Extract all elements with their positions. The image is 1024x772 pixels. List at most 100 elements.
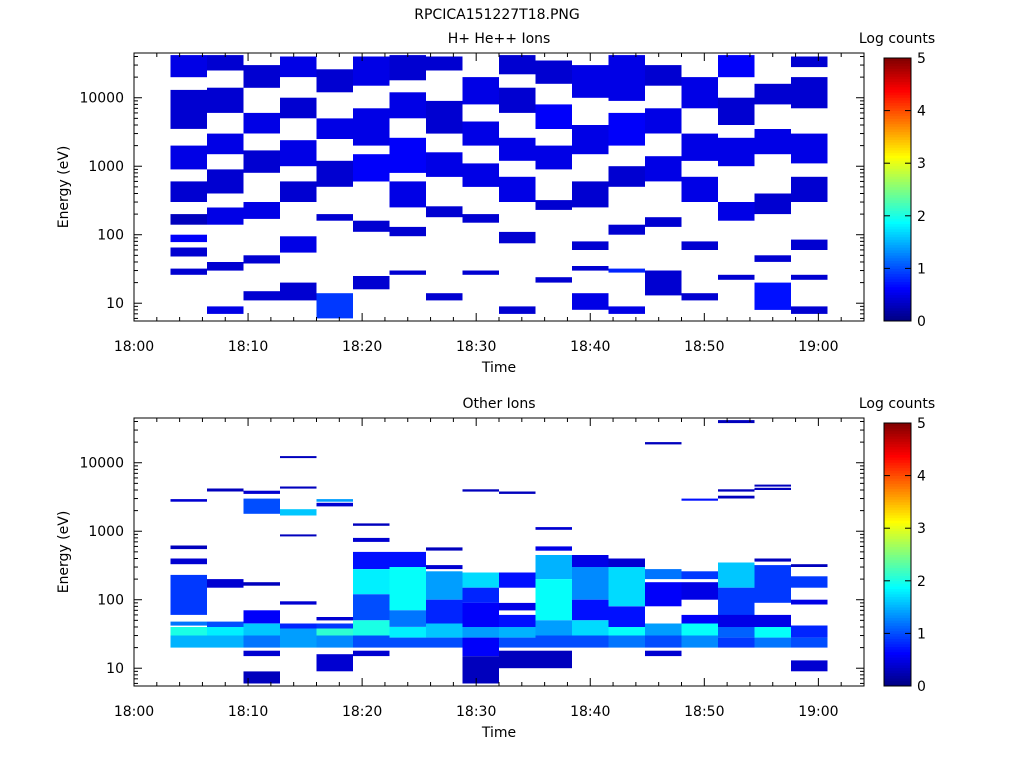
colorbar-segment	[884, 176, 911, 180]
colorbar-segment	[884, 165, 911, 169]
colorbar-segment	[884, 641, 911, 645]
heatmap-cell	[572, 293, 609, 310]
heatmap-cell	[389, 92, 426, 119]
heatmap-cell	[718, 97, 755, 125]
heatmap-cell	[535, 277, 572, 283]
heatmap-cell	[316, 623, 353, 629]
y-tick-label: 10	[106, 661, 124, 677]
heatmap-cell	[608, 55, 645, 101]
colorbar-segment	[884, 488, 911, 492]
colorbar-segment	[884, 617, 911, 621]
heatmap-cell	[170, 55, 207, 78]
colorbar-segment	[884, 528, 911, 532]
heatmap-cell	[645, 108, 682, 134]
colorbar-tick-label: 2	[917, 209, 926, 225]
panel-title: H+ He++ Ions	[448, 31, 551, 47]
colorbar-segment	[884, 281, 911, 285]
colorbar-segment	[884, 100, 911, 104]
colorbar-segment	[884, 163, 911, 167]
colorbar-segment	[884, 543, 911, 548]
colorbar-segment	[884, 89, 911, 93]
colorbar-segment	[884, 462, 911, 466]
heatmap-cell	[170, 89, 207, 129]
heatmap-cell	[572, 567, 609, 600]
colorbar-segment	[884, 428, 911, 432]
colorbar-segment	[884, 654, 911, 658]
heatmap-cell	[645, 217, 682, 227]
heatmap-cell	[243, 112, 280, 134]
heatmap-cell	[681, 582, 718, 600]
colorbar-segment	[884, 121, 911, 125]
heatmap-cell	[535, 527, 572, 530]
colorbar-segment	[884, 486, 911, 490]
colorbar-segment	[884, 596, 911, 600]
colorbar-label: Log counts	[859, 396, 935, 412]
heatmap-cell	[499, 55, 536, 75]
colorbar-segment	[884, 276, 911, 280]
colorbar-segment	[884, 152, 911, 156]
colorbar-segment	[884, 105, 911, 109]
colorbar-tick-label: 3	[917, 521, 926, 537]
colorbar-segment	[884, 657, 911, 661]
colorbar-segment	[884, 63, 911, 67]
colorbar-tick-label: 0	[917, 679, 926, 695]
colorbar-segment	[884, 307, 911, 311]
colorbar-segment	[884, 278, 911, 282]
colorbar-segment	[884, 228, 911, 232]
heatmap-cell	[791, 133, 828, 164]
heatmap-cell	[754, 282, 791, 310]
colorbar-segment	[884, 221, 911, 225]
heatmap-cell	[681, 571, 718, 580]
heatmap-cell	[791, 637, 828, 648]
colorbar-segment	[884, 672, 911, 676]
heatmap-cell	[499, 614, 536, 627]
colorbar-segment	[884, 636, 911, 640]
colorbar-segment	[884, 446, 911, 450]
x-tick-label: 18:00	[114, 704, 154, 720]
heatmap-cell	[316, 214, 353, 221]
colorbar-segment	[884, 599, 911, 603]
heatmap-cell	[353, 537, 390, 542]
colorbar-segment	[884, 614, 911, 619]
heatmap-cell	[791, 239, 828, 250]
heatmap-cell	[462, 656, 499, 684]
heatmap-cell	[535, 145, 572, 170]
heatmap-cell	[535, 60, 572, 84]
heatmap-cell	[791, 176, 828, 202]
colorbar-segment	[884, 567, 911, 571]
heatmap-cell	[535, 579, 572, 621]
heatmap-cell	[791, 56, 828, 68]
figure-title: RPCICA151227T18.PNG	[414, 7, 579, 23]
colorbar-segment	[884, 622, 911, 626]
x-tick-label: 18:20	[342, 339, 382, 355]
heatmap-cell	[754, 558, 791, 562]
colorbar-segment	[884, 454, 911, 458]
heatmap-cell	[170, 574, 207, 615]
colorbar-segment	[884, 73, 911, 77]
colorbar-segment	[884, 625, 911, 629]
heatmap-cell	[681, 176, 718, 202]
colorbar-segment	[884, 178, 911, 183]
colorbar-segment	[884, 494, 911, 498]
heatmap-cell	[462, 637, 499, 657]
heatmap-cell	[718, 637, 755, 648]
colorbar-segment	[884, 538, 911, 542]
colorbar-segment	[884, 678, 911, 682]
heatmap-cell	[243, 490, 280, 494]
heatmap-cell	[535, 635, 572, 648]
heatmap-cell	[608, 558, 645, 568]
colorbar-segment	[884, 496, 911, 500]
heatmap-cell	[170, 268, 207, 275]
colorbar-segment	[884, 157, 911, 161]
colorbar-segment	[884, 302, 911, 306]
heatmap-cell	[535, 620, 572, 636]
heatmap-cell	[499, 637, 536, 648]
heatmap-cell	[645, 582, 682, 607]
colorbar-segment	[884, 273, 911, 277]
heatmap-cell	[243, 498, 280, 514]
colorbar-segment	[884, 583, 911, 587]
colorbar-segment	[884, 150, 911, 154]
colorbar-segment	[884, 649, 911, 653]
heatmap-cell	[353, 635, 390, 648]
heatmap-cell	[535, 200, 572, 210]
